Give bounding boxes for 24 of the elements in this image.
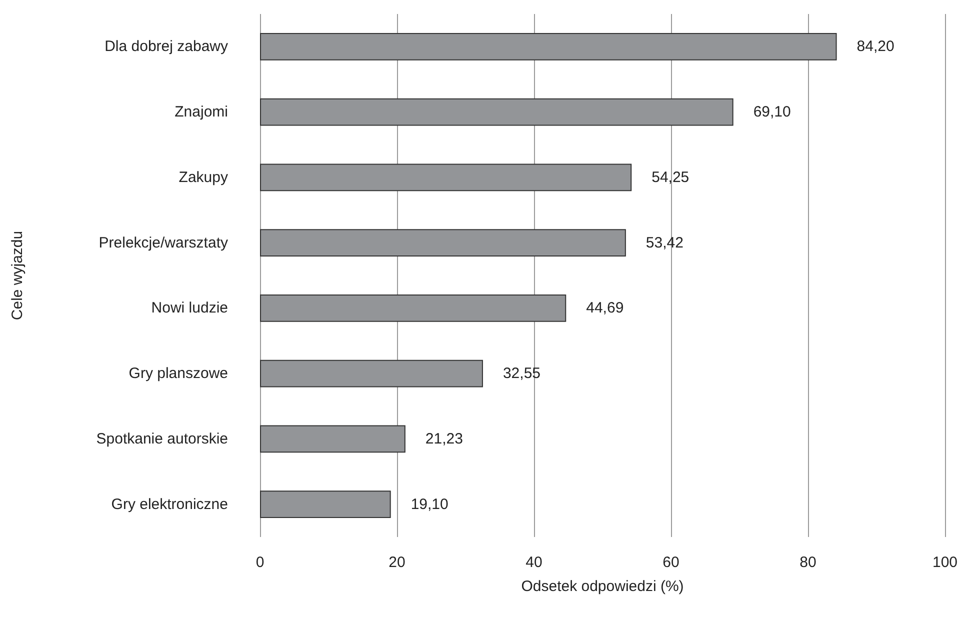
x-tick-label: 60 xyxy=(662,554,680,571)
data-label: 53,42 xyxy=(646,234,684,252)
y-tick-label: Gry planszowe xyxy=(128,365,228,382)
y-tick-label: Dla dobrej zabawy xyxy=(104,38,228,56)
data-label: 69,10 xyxy=(753,104,791,121)
data-label: 32,55 xyxy=(502,365,541,382)
data-label: 84,20 xyxy=(856,38,894,56)
x-tick-label: 20 xyxy=(388,554,406,571)
y-tick-label: Znajomi xyxy=(174,104,228,121)
x-tick-label: 80 xyxy=(800,554,816,571)
data-label: 19,10 xyxy=(410,496,448,513)
y-tick-label: Spotkanie autorskie xyxy=(96,430,228,448)
data-label: 54,25 xyxy=(652,168,690,186)
x-tick-label: 0 xyxy=(256,554,264,571)
y-tick-label: Nowi ludzie xyxy=(151,300,228,317)
x-axis-title: Odsetek odpowiedzi (%) xyxy=(521,578,684,595)
y-axis-title: Cele wyjazdu xyxy=(9,230,26,320)
y-tick-label: Prelekcje/warsztaty xyxy=(98,234,228,252)
x-tick-label: 100 xyxy=(932,554,958,571)
y-tick-label: Zakupy xyxy=(178,168,228,186)
y-tick-label: Gry elektroniczne xyxy=(111,496,228,513)
x-tick-label: 40 xyxy=(526,554,542,571)
data-label: 21,23 xyxy=(425,430,463,448)
data-label: 44,69 xyxy=(586,300,624,317)
